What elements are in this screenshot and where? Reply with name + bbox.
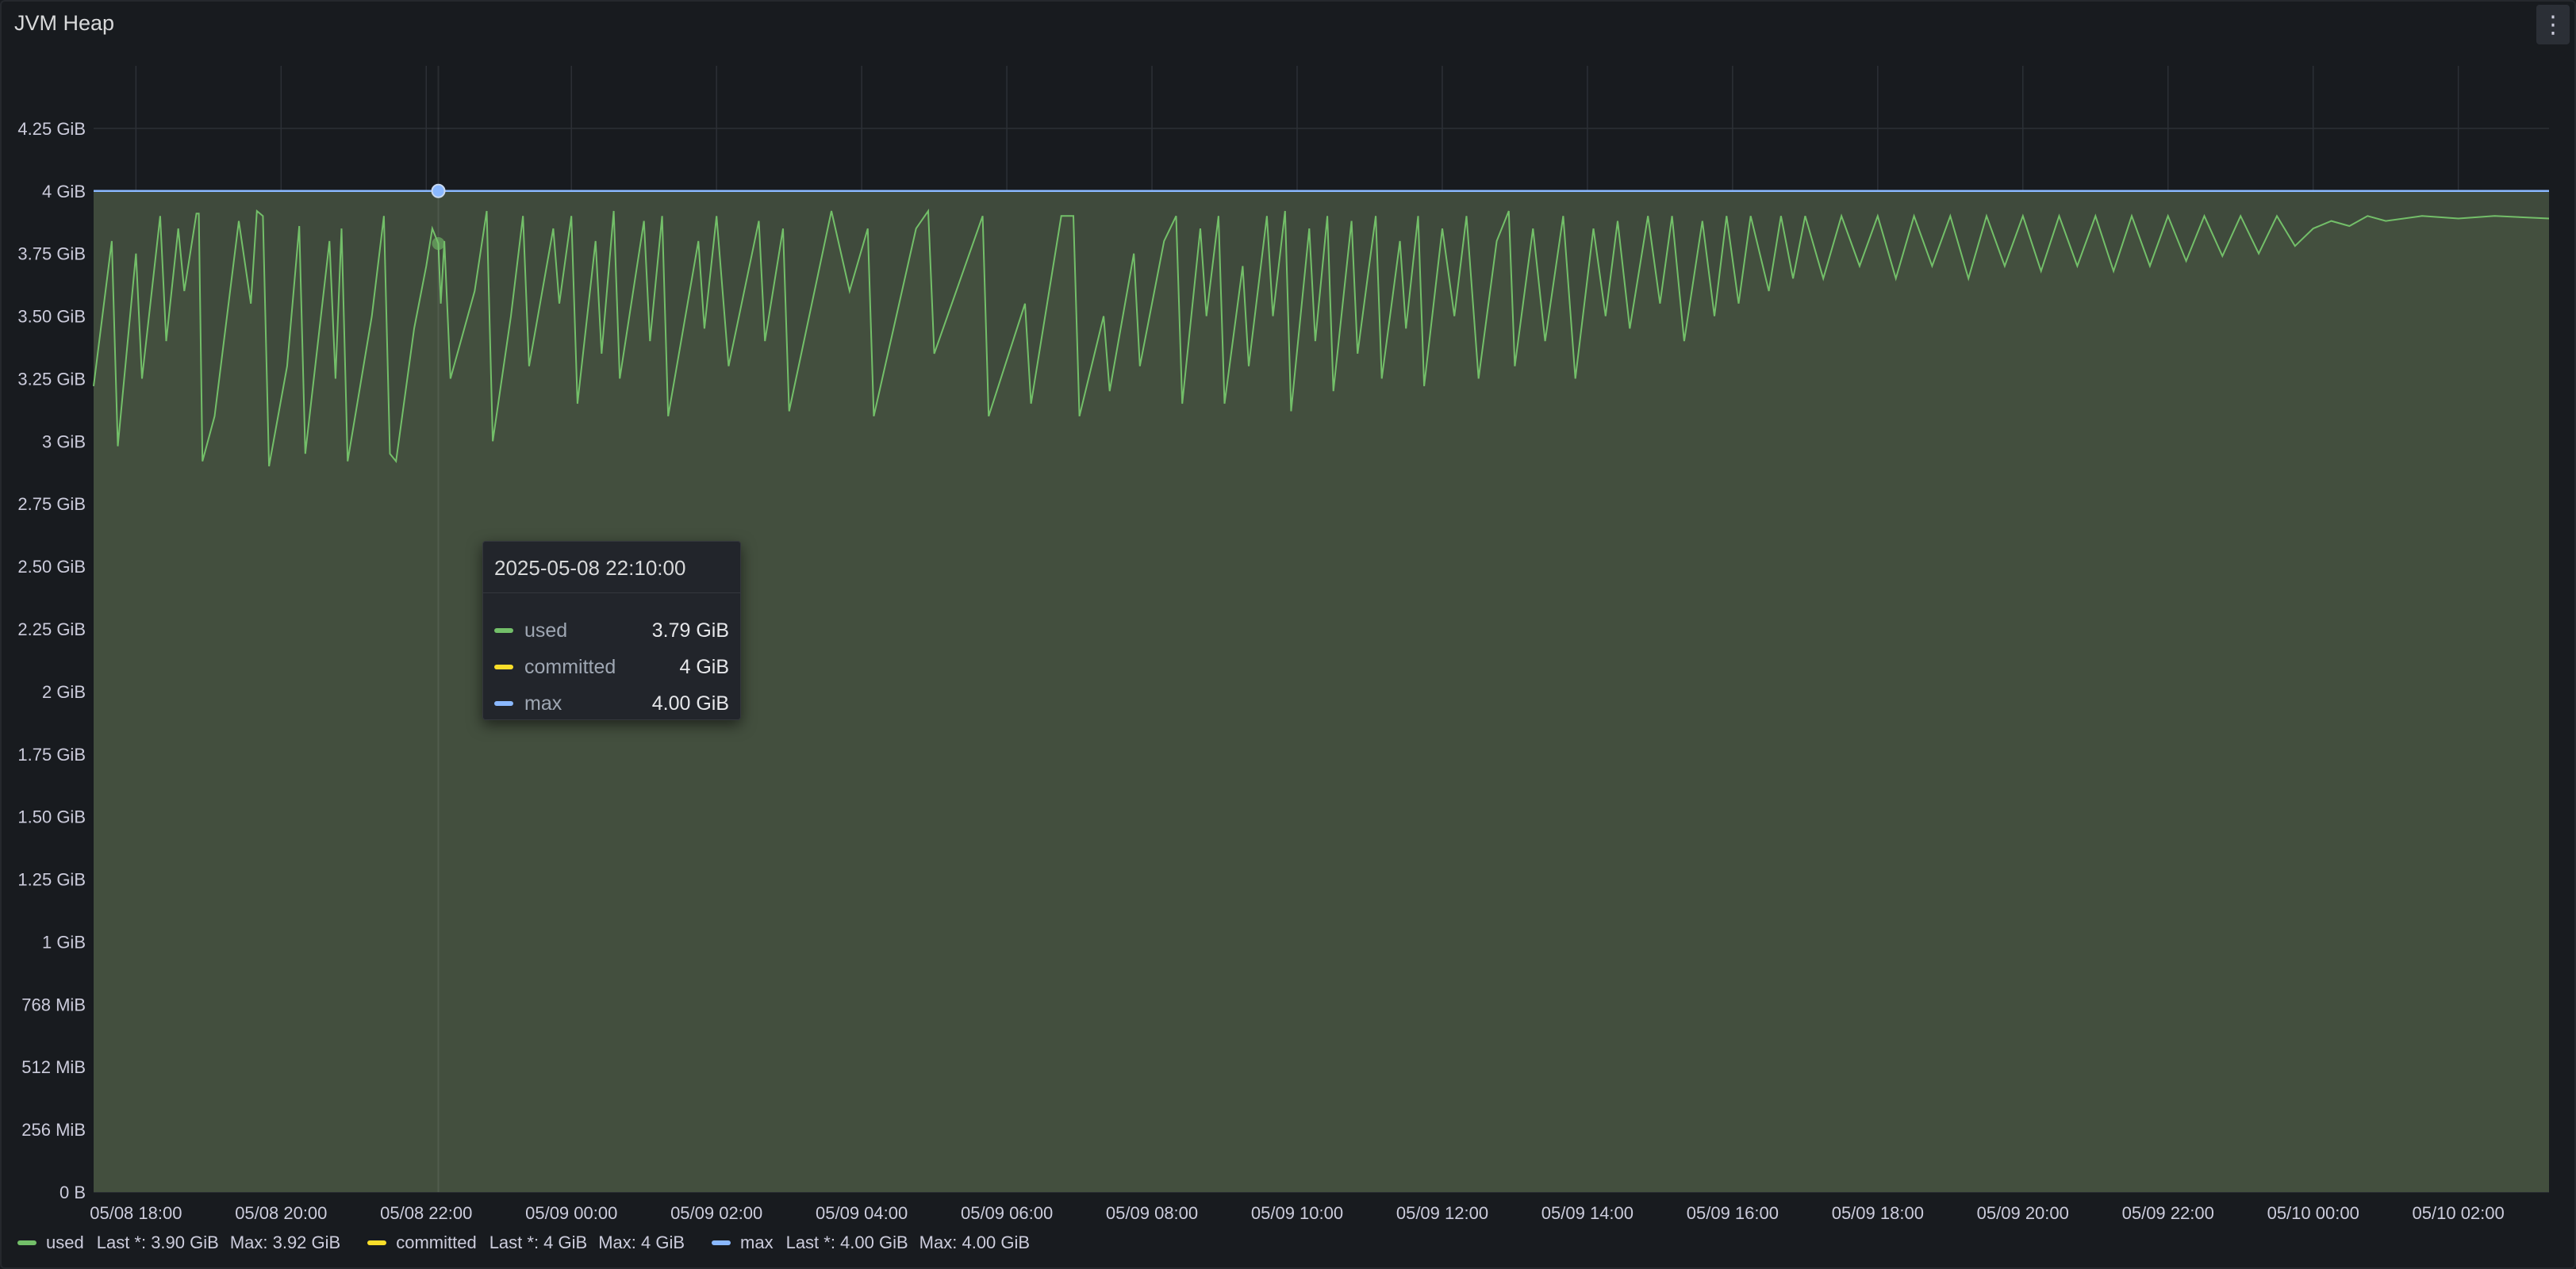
x-tick-label: 05/08 18:00	[90, 1203, 182, 1223]
used-series-line	[93, 208, 2550, 467]
legend-max: Max: 4 GiB	[598, 1233, 685, 1252]
tooltip-time: 2025-05-08 22:10:00	[494, 556, 686, 580]
y-tick-label: 3.25 GiB	[17, 369, 86, 389]
x-tick-label: 05/09 16:00	[1687, 1203, 1779, 1223]
x-tick-label: 05/09 12:00	[1396, 1203, 1488, 1223]
x-tick-label: 05/10 00:00	[2267, 1203, 2359, 1223]
y-tick-label: 1.75 GiB	[17, 745, 86, 765]
x-tick-label: 05/09 02:00	[670, 1203, 762, 1223]
hover-tooltip: 2025-05-08 22:10:00 used 3.79 GiB commit…	[482, 541, 741, 720]
tooltip-row-committed: committed 4 GiB	[494, 653, 729, 681]
legend-series-name: used	[46, 1233, 84, 1252]
used-area	[94, 211, 2549, 1192]
x-tick-label: 05/09 14:00	[1541, 1203, 1634, 1223]
legend-last: Last *: 4 GiB	[489, 1233, 588, 1252]
y-tick-label: 4.25 GiB	[17, 119, 86, 139]
x-tick-label: 05/09 22:00	[2122, 1203, 2214, 1223]
y-tick-label: 2.75 GiB	[17, 494, 86, 514]
chart-legend: used Last *: 3.90 GiB Max: 3.92 GiB comm…	[17, 1229, 1057, 1256]
y-tick-label: 0 B	[60, 1183, 86, 1202]
x-tick-label: 05/09 10:00	[1251, 1203, 1343, 1223]
y-tick-label: 2.50 GiB	[17, 557, 86, 577]
committed-swatch	[367, 1240, 387, 1245]
used-swatch	[17, 1240, 36, 1245]
x-tick-label: 05/09 00:00	[525, 1203, 617, 1223]
max-hover-point	[431, 183, 446, 198]
legend-series-name: committed	[396, 1233, 477, 1252]
x-tick-label: 05/09 18:00	[1832, 1203, 1924, 1223]
y-tick-label: 256 MiB	[21, 1120, 86, 1140]
max-swatch	[494, 701, 513, 706]
x-tick-label: 05/09 04:00	[816, 1203, 908, 1223]
legend-last: Last *: 3.90 GiB	[96, 1233, 219, 1252]
legend-last: Last *: 4.00 GiB	[785, 1233, 908, 1252]
x-tick-label: 05/10 02:00	[2413, 1203, 2505, 1223]
y-tick-label: 3.75 GiB	[17, 244, 86, 264]
y-tick-label: 1.25 GiB	[17, 870, 86, 890]
x-tick-label: 05/08 22:00	[380, 1203, 472, 1223]
legend-item-committed[interactable]: committed Last *: 4 GiB Max: 4 GiB	[367, 1233, 696, 1253]
y-tick-label: 1 GiB	[42, 932, 86, 952]
legend-max: Max: 3.92 GiB	[229, 1233, 341, 1252]
tooltip-series-value: 4 GiB	[679, 655, 729, 678]
x-tick-label: 05/09 06:00	[961, 1203, 1053, 1223]
y-tick-label: 3.50 GiB	[17, 307, 86, 327]
y-tick-label: 768 MiB	[21, 995, 86, 1014]
used-hover-point	[432, 237, 445, 251]
y-tick-label: 3 GiB	[42, 431, 86, 451]
y-tick-label: 1.50 GiB	[17, 807, 86, 827]
max-swatch	[712, 1240, 731, 1245]
committed-swatch	[494, 665, 513, 669]
tooltip-series-value: 3.79 GiB	[651, 619, 729, 642]
y-tick-label: 2 GiB	[42, 682, 86, 702]
panel-menu-icon[interactable]: ⋮	[2536, 5, 2570, 44]
tooltip-divider	[483, 592, 740, 593]
y-tick-label: 4 GiB	[42, 182, 86, 201]
tooltip-series-value: 4.00 GiB	[651, 692, 729, 715]
used-swatch	[494, 628, 513, 633]
tooltip-row-max: max 4.00 GiB	[494, 689, 729, 718]
panel-title: JVM Heap	[14, 11, 115, 35]
y-tick-label: 512 MiB	[21, 1057, 86, 1077]
y-tick-label: 2.25 GiB	[17, 619, 86, 639]
tooltip-series-name: committed	[524, 655, 616, 678]
tooltip-series-name: used	[524, 619, 568, 642]
legend-max: Max: 4.00 GiB	[919, 1233, 1031, 1252]
legend-item-used[interactable]: used Last *: 3.90 GiB Max: 3.92 GiB	[17, 1233, 351, 1253]
legend-series-name: max	[740, 1233, 774, 1252]
x-tick-label: 05/09 20:00	[1977, 1203, 2069, 1223]
x-tick-label: 05/08 20:00	[235, 1203, 327, 1223]
legend-item-max[interactable]: max Last *: 4.00 GiB Max: 4.00 GiB	[712, 1233, 1041, 1253]
tooltip-row-used: used 3.79 GiB	[494, 616, 729, 645]
x-tick-label: 05/09 08:00	[1106, 1203, 1198, 1223]
tooltip-series-name: max	[524, 692, 562, 715]
